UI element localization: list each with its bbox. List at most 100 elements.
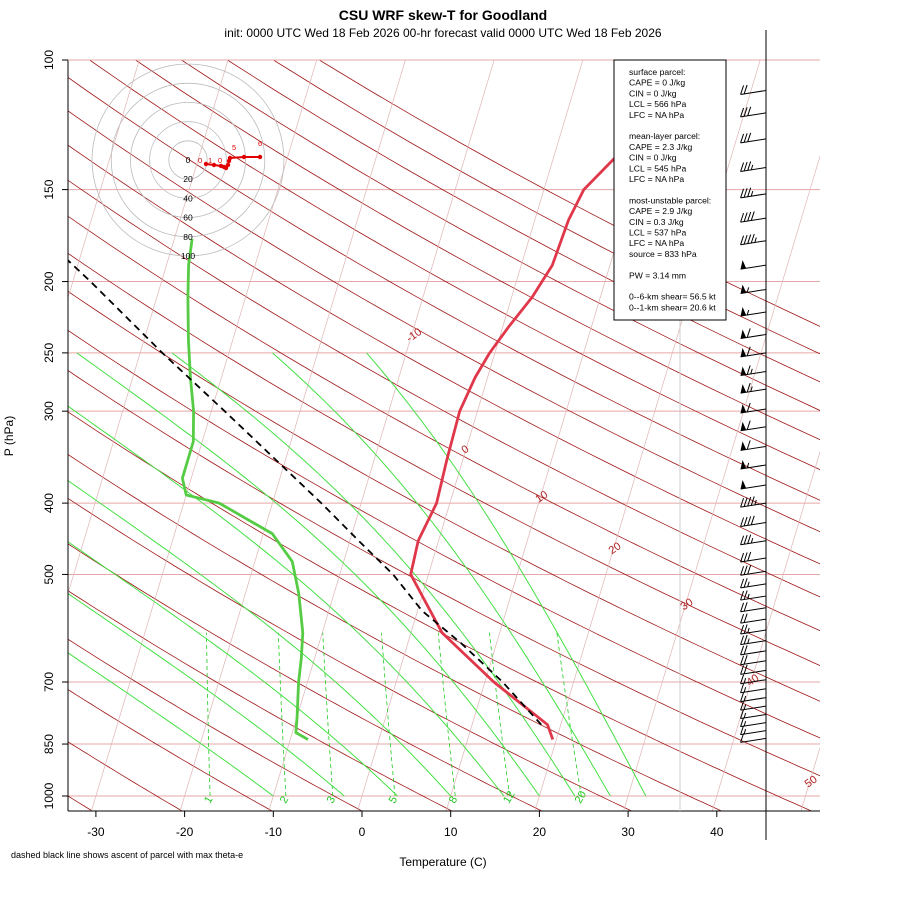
wind-barb-flag: [743, 133, 748, 143]
chart-subtitle: init: 0000 UTC Wed 18 Feb 2026 00-hr for…: [224, 26, 661, 40]
isotherm-line: [68, 60, 229, 595]
wind-barb-flag: [747, 132, 752, 142]
wind-barb-shaft: [740, 618, 767, 624]
hodograph-point: [241, 154, 247, 160]
wind-barb-flag: [747, 534, 752, 544]
dry-adiabat: [68, 454, 723, 811]
wind-barb-flag: [743, 624, 748, 634]
isotherm-line: [357, 60, 584, 811]
dry-adiabat: [68, 411, 813, 811]
y-axis-label: P (hPa): [2, 416, 16, 456]
wind-barb-shaft: [740, 352, 767, 358]
wind-barb-half: [746, 309, 750, 316]
wind-barb-flag: [740, 733, 745, 743]
wind-barb-flag: [740, 701, 745, 711]
info-box: [613, 59, 727, 321]
wind-barb-flag: [743, 590, 748, 600]
dry-adiabat: [68, 638, 363, 811]
hodograph-point-label: 1: [208, 156, 212, 165]
wind-barb-pennant: [740, 284, 747, 294]
hodograph-point-label: 0: [198, 156, 202, 165]
wind-barb-flag: [746, 365, 751, 375]
dry-adiabat: [68, 543, 543, 811]
wind-barb: [740, 346, 767, 358]
wind-barb-flag: [740, 235, 745, 245]
series-line-temperature: [409, 71, 722, 740]
isotherm-line: [179, 60, 406, 811]
wind-barb-flag: [743, 634, 748, 645]
isotherm-line: [800, 746, 820, 811]
wind-barb: [740, 260, 767, 270]
wind-barb-flag: [740, 133, 745, 144]
wind-barb: [740, 132, 767, 144]
moist-adiabat: [366, 352, 647, 797]
wind-barb-flag: [747, 564, 752, 575]
series-line-parcel: [68, 259, 542, 726]
hodograph-ring: [110, 82, 266, 238]
info-line: PW = 3.14 mm: [629, 270, 686, 280]
info-line: mean-layer parcel:: [629, 131, 700, 141]
hodograph-ring: [168, 140, 208, 180]
wind-barb-flag: [743, 212, 748, 222]
wind-barb-shaft: [740, 607, 767, 613]
wind-barb-pennant: [740, 441, 747, 451]
wind-barb-shaft: [740, 502, 767, 508]
wind-barb-flag: [743, 234, 748, 245]
hodograph-ring-label: 0: [186, 155, 191, 165]
info-line: LFC = NA hPa: [629, 238, 684, 248]
wind-barb: [740, 233, 767, 246]
wind-barb-shaft: [740, 193, 767, 199]
wind-barb-shaft: [740, 570, 767, 576]
dry-adiabat: [68, 215, 820, 632]
hodograph-point: [203, 161, 209, 167]
x-tick-label: -30: [87, 825, 105, 839]
wind-barb-half: [743, 720, 747, 727]
wind-barb-flag: [740, 188, 745, 198]
wind-barb-flag: [743, 613, 748, 623]
mixing-ratio-line: [277, 632, 287, 797]
hodograph-point-label: 0: [218, 156, 222, 165]
wind-barb-half: [747, 627, 750, 634]
isotherm-label: -10: [404, 326, 424, 345]
wind-barb-shaft: [740, 388, 767, 394]
wind-barb: [740, 709, 767, 720]
wind-barb-shaft: [740, 167, 767, 173]
wind-barb-shaft: [740, 660, 767, 666]
wind-barb-flag: [750, 515, 755, 525]
x-tick-label: 10: [444, 825, 458, 839]
wind-barb: [740, 307, 767, 317]
isotherm-line: [68, 60, 140, 299]
sounding-traces: [68, 71, 722, 741]
wind-barb-half: [750, 386, 753, 392]
wind-barb-flag: [750, 211, 755, 221]
moist-adiabat: [68, 541, 398, 797]
wind-barb: [740, 459, 767, 470]
moist-adiabat: [171, 352, 576, 797]
mixing-ratio-label: 8: [447, 794, 460, 805]
info-line: CIN = 0 J/kg: [629, 88, 677, 98]
wind-barb-flag: [740, 665, 745, 675]
moist-adiabat: [68, 593, 345, 797]
wind-barb-pennant: [740, 404, 747, 414]
wind-barb-flag: [740, 725, 745, 735]
hodograph-ring: [129, 102, 246, 218]
dry-adiabat: [273, 60, 820, 355]
wind-barb: [740, 551, 767, 563]
wind-barb-pennant: [740, 307, 747, 317]
info-line: source = 833 hPa: [629, 249, 697, 259]
wind-barb: [740, 187, 767, 199]
wind-barb-flag: [740, 709, 745, 719]
wind-barb-shaft: [740, 679, 767, 685]
wind-barb-half: [743, 728, 747, 735]
wind-barb: [740, 328, 767, 339]
wind-barb-shaft: [740, 288, 767, 294]
wind-barb-flag: [740, 655, 745, 665]
mixing-ratio-label: 1: [202, 794, 215, 805]
wind-barb-flag: [740, 635, 745, 645]
hodograph-ring: [149, 121, 227, 199]
wind-barb: [740, 211, 767, 223]
wind-barb-flag: [740, 717, 745, 727]
wind-barb-flag: [743, 161, 748, 172]
wind-barb-flag: [743, 645, 748, 655]
